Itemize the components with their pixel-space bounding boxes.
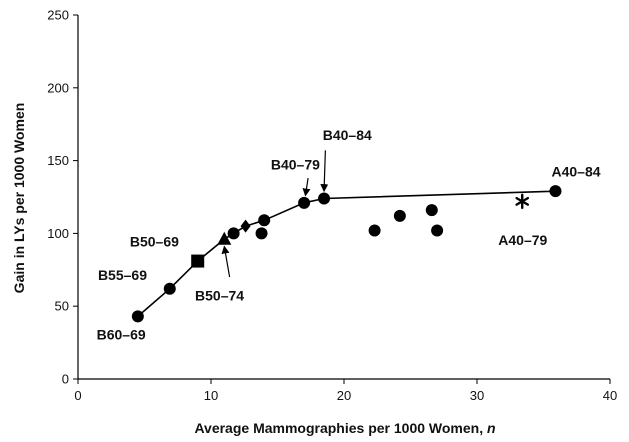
- x-tick-label: 10: [204, 388, 218, 403]
- point-label: B40–79: [271, 156, 320, 172]
- y-axis-title: Gain in LYs per 1000 Women: [11, 103, 27, 294]
- data-point-circle: [393, 209, 406, 222]
- y-tick-label: 150: [47, 153, 69, 168]
- point-label: A40–79: [498, 232, 547, 248]
- point-label: B50–74: [195, 287, 244, 303]
- point-label: B50–69: [130, 234, 179, 250]
- x-tick-label: 20: [337, 388, 351, 403]
- y-tick-label: 0: [62, 372, 69, 387]
- x-axis-title-variable: n: [487, 420, 496, 436]
- x-tick-label: 0: [74, 388, 81, 403]
- data-point-circle: [368, 224, 381, 237]
- y-tick-label: 100: [47, 226, 69, 241]
- data-point-asterisk: [515, 193, 530, 210]
- x-tick-label: 30: [470, 388, 484, 403]
- y-tick-label: 250: [47, 8, 69, 23]
- axes: 0 10 20 30 40 0 50 100 150 200 250: [47, 8, 617, 404]
- x-axis-title: Average Mammographies per 1000 Women, n: [194, 420, 495, 436]
- frontier-series: [137, 190, 556, 318]
- data-point-circle: [227, 227, 240, 240]
- data-point-circle: [318, 192, 331, 205]
- point-label: A40–84: [551, 164, 600, 180]
- data-point-circle: [298, 196, 311, 209]
- asterisk-stroke: [515, 196, 530, 206]
- data-point-circle: [425, 204, 438, 217]
- x-axis-title-main: Average Mammographies per 1000 Women,: [194, 420, 487, 436]
- data-point-circle: [131, 310, 144, 323]
- y-tick-label: 200: [47, 80, 69, 95]
- point-label: B55–69: [98, 267, 147, 283]
- data-point-circle: [255, 227, 268, 240]
- annotation-arrow: [221, 245, 231, 278]
- data-point-diamond: [240, 219, 251, 233]
- data-points: [131, 185, 562, 323]
- data-point-circle: [431, 224, 444, 237]
- annotation-arrow: [320, 150, 329, 193]
- x-tick-label: 40: [603, 388, 617, 403]
- point-label: B40–84: [323, 127, 372, 143]
- point-label: B60–69: [97, 327, 146, 343]
- annotation-arrow: [302, 177, 311, 197]
- y-tick-label: 50: [55, 299, 69, 314]
- frontier-line: [137, 190, 556, 318]
- data-point-circle: [549, 185, 562, 198]
- data-point-triangle: [217, 231, 232, 245]
- data-point-square: [191, 254, 205, 268]
- data-point-circle: [163, 282, 176, 295]
- data-point-circle: [258, 214, 271, 227]
